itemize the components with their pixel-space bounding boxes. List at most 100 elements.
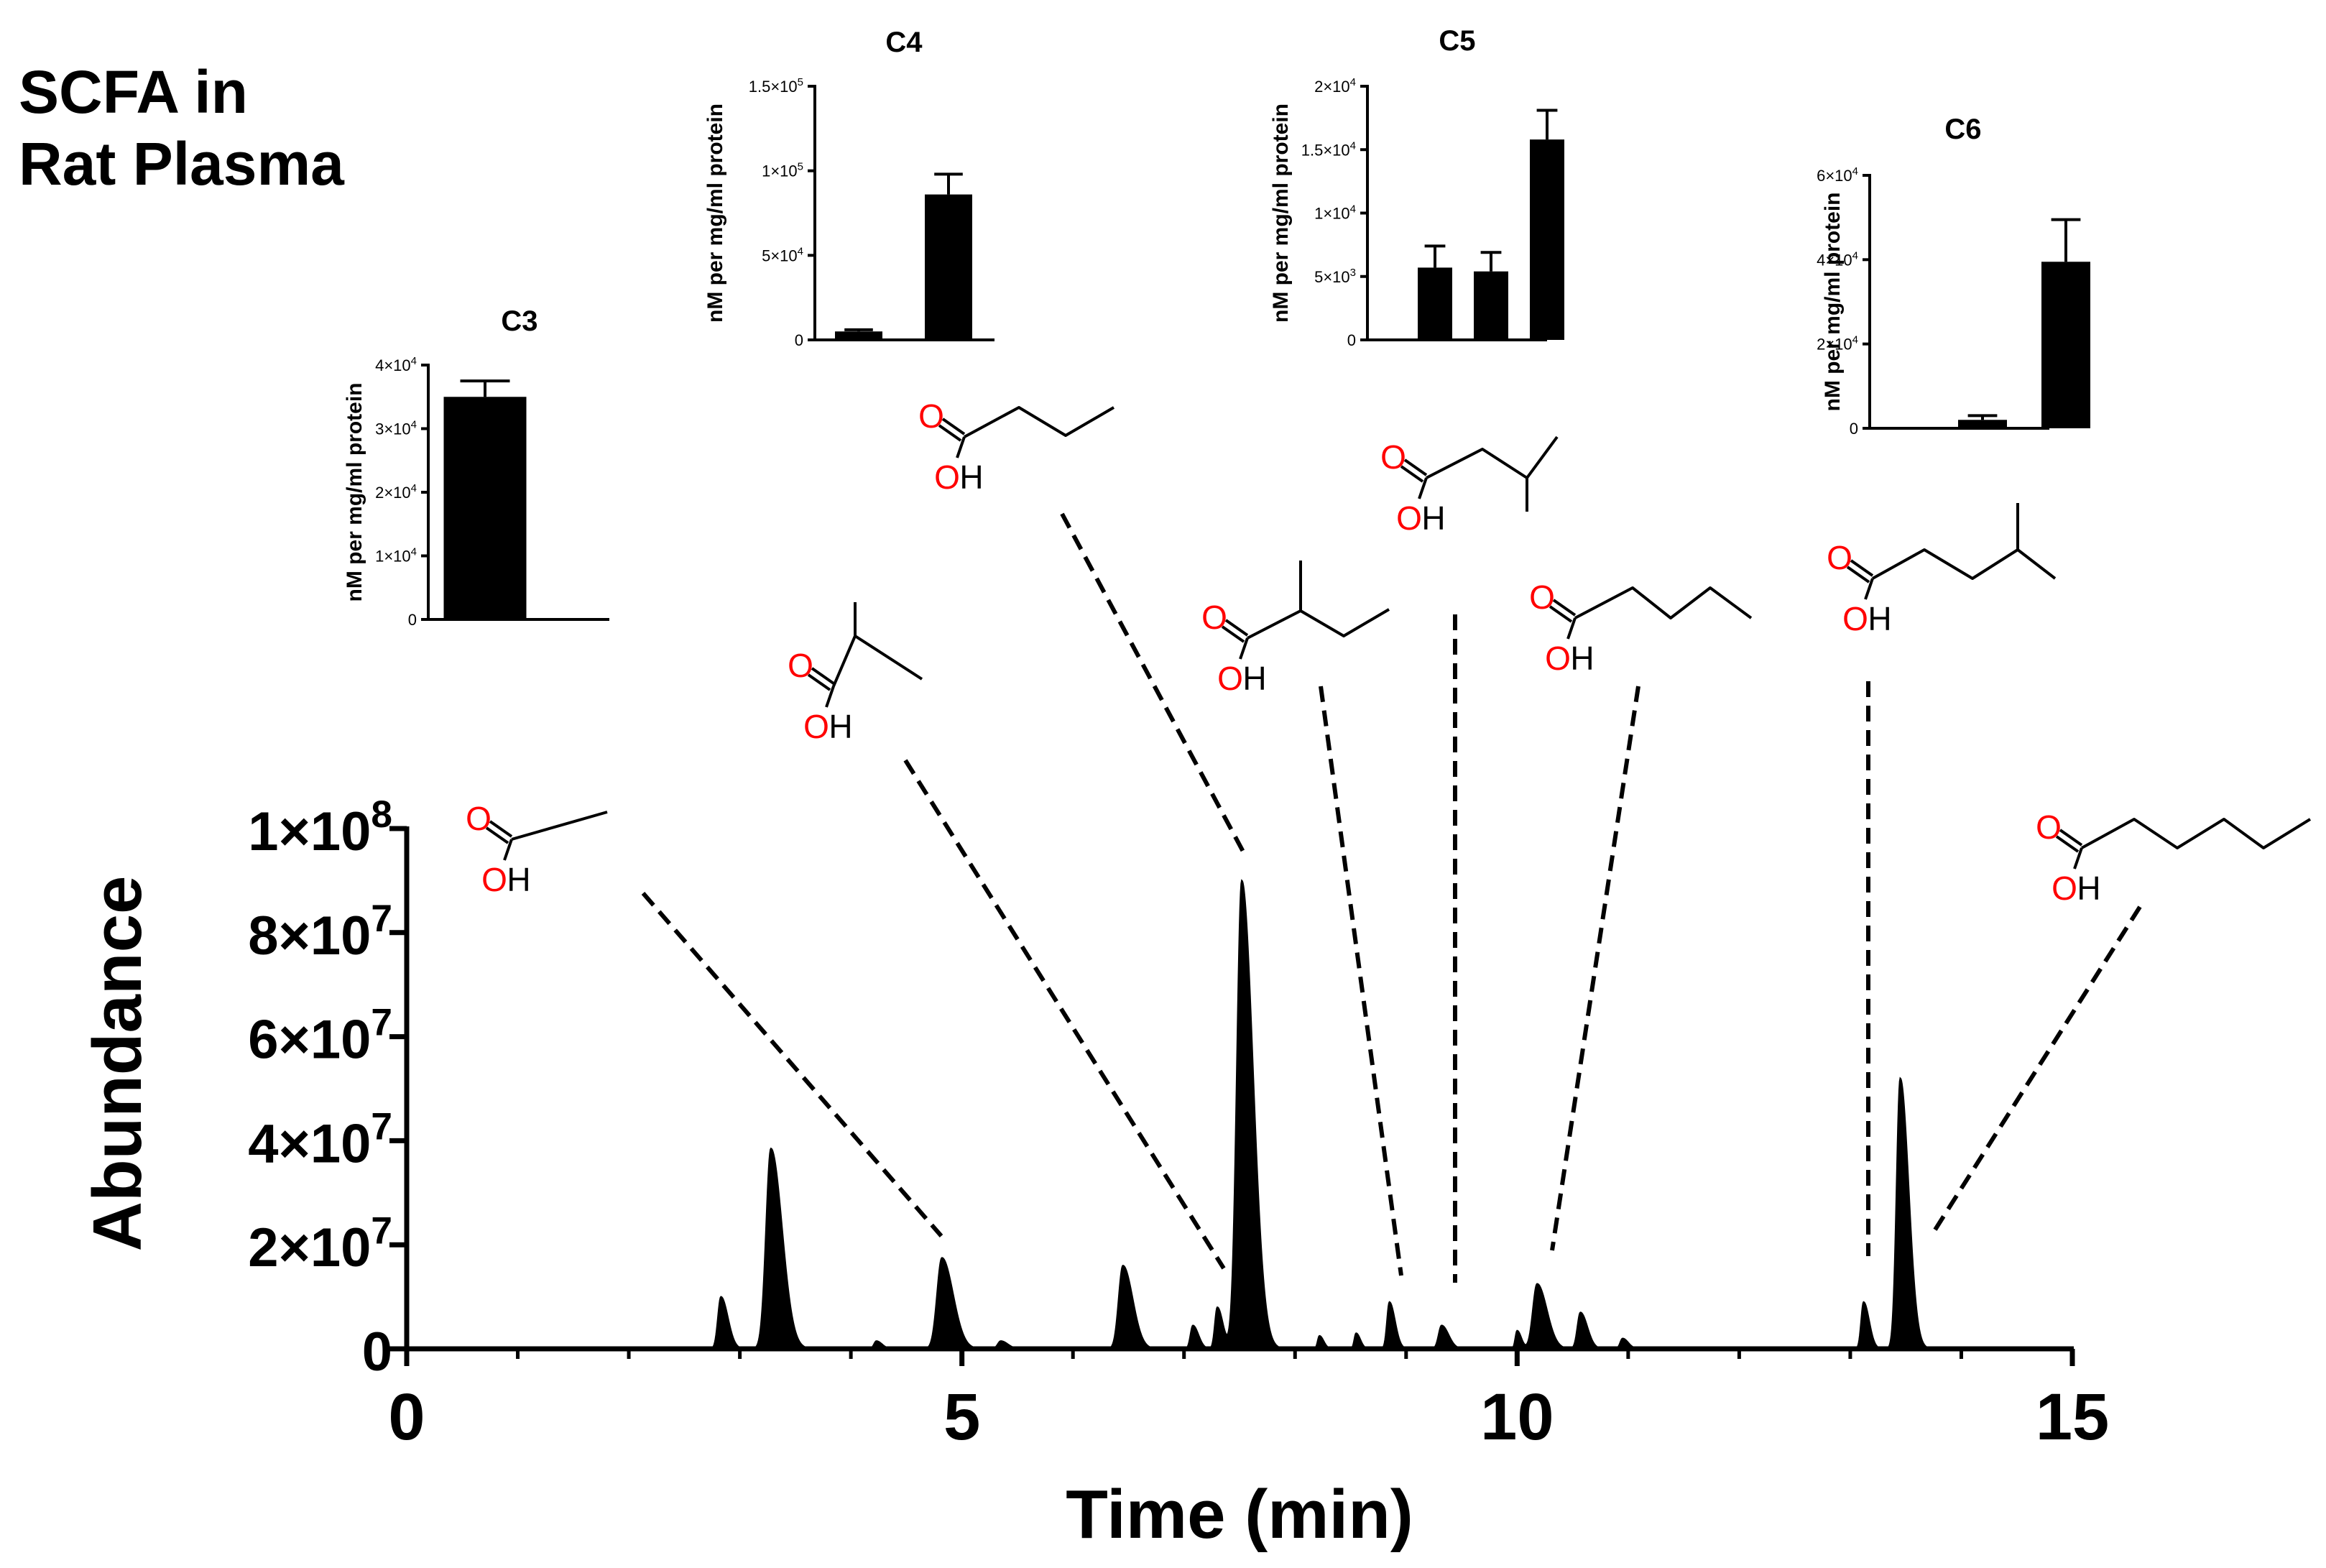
peak-connector (903, 759, 1226, 1270)
y-tick-label: 0 (1850, 420, 1858, 438)
carbon-chain (1872, 548, 2057, 580)
double-bond (1224, 619, 1249, 637)
double-bond (1400, 465, 1424, 483)
double-bond (1850, 559, 1874, 577)
y-tick-label: 1.5×105 (749, 76, 803, 96)
double-bond (941, 418, 966, 435)
hydroxyl-oxygen-label: O (481, 861, 507, 898)
hydroxyl-hydrogen-label: H (1242, 660, 1266, 697)
oxygen-label: O (1201, 599, 1227, 636)
y-tick-label: 6×107 (248, 1002, 392, 1071)
hydroxyl-oxygen-label: O (1842, 600, 1868, 637)
molecule-structure: OO H (466, 800, 608, 898)
inset-title: C4 (885, 27, 923, 58)
bond (1418, 477, 1428, 499)
oxygen-label: O (1380, 438, 1406, 476)
bond (825, 686, 835, 708)
x-tick-label: 15 (2036, 1380, 2109, 1454)
carbon-chain (1426, 435, 1559, 479)
oxygen-label: O (466, 800, 491, 837)
molecule-structure: OO H (788, 602, 923, 745)
bar (1418, 267, 1452, 340)
chromatogram-trace (407, 879, 2072, 1350)
double-bond (2055, 835, 2080, 853)
peak-connector (1319, 686, 1403, 1276)
hydroxyl-hydrogen-label: H (829, 708, 852, 745)
bar (1474, 271, 1508, 340)
y-tick-label: 2×107 (248, 1209, 392, 1278)
carbon-chain (964, 406, 1115, 438)
hydroxyl-oxygen-label: O (803, 708, 829, 745)
hydroxyl-hydrogen-label: H (1570, 640, 1594, 677)
inset-y-label: nM per mg/ml protein (1821, 192, 1845, 411)
inset-c3: 0 1×104 2×104 3×104 4×104 C3 nM per mg/ml prot… (343, 305, 609, 629)
y-tick-label: 0 (1347, 331, 1356, 349)
y-tick-label: 2×104 (1314, 76, 1356, 96)
bar (835, 331, 882, 340)
hydroxyl-hydrogen-label: H (1421, 499, 1445, 537)
carbon-chain (511, 811, 608, 841)
oxygen-label: O (2036, 808, 2062, 846)
y-tick-label: 4×107 (248, 1105, 392, 1174)
bar (2041, 262, 2090, 428)
molecule-structure: OO H (2036, 808, 2312, 907)
carbon-chain (832, 635, 923, 687)
double-bond (1221, 625, 1245, 643)
hydroxyl-hydrogen-label: H (507, 861, 530, 898)
y-tick-label: 6×104 (1817, 165, 1858, 185)
inset-title: C6 (1944, 114, 1981, 145)
double-bond (489, 820, 513, 838)
y-tick-label: 0 (795, 331, 803, 349)
bond (1864, 578, 1874, 600)
x-tick-label: 5 (943, 1380, 980, 1454)
y-tick-label: 1×104 (1314, 203, 1356, 223)
peak-connector (641, 892, 943, 1237)
molecule-structure: OO H (1380, 435, 1559, 537)
bond (956, 436, 966, 458)
inset-c4: 0 5×104 1×105 1.5×105 C4 nM per mg/ml protein (703, 27, 994, 349)
inset-y-label: nM per mg/ml protein (703, 103, 727, 323)
y-tick-label: 8×107 (248, 898, 392, 967)
oxygen-label: O (918, 397, 944, 435)
double-bond (938, 424, 962, 442)
oxygen-label: O (1529, 578, 1555, 616)
y-tick-label: 1×105 (762, 161, 803, 180)
hydroxyl-hydrogen-label: H (1868, 600, 1891, 637)
bond (1239, 637, 1249, 660)
hydroxyl-oxygen-label: O (2052, 870, 2077, 907)
y-axis-label: Abundance (79, 876, 156, 1252)
y-tick-label: 5×103 (1314, 267, 1356, 286)
chromatogram: 0 5 10 15 0 2×107 4×107 6×107 8×107 1×108 Time (mi… (79, 793, 2109, 1553)
inset-y-label: nM per mg/ml protein (1269, 103, 1293, 323)
y-tick-label: 4×104 (375, 355, 417, 374)
carbon-chain (1574, 586, 1753, 619)
molecule-structure: OO H (1529, 578, 1753, 677)
double-bond (1846, 566, 1870, 584)
molecule-structure: OO H (1827, 503, 2057, 637)
hydroxyl-hydrogen-label: H (959, 458, 983, 496)
y-tick-label: 1×108 (248, 793, 392, 862)
bond (1566, 617, 1577, 640)
molecule-structure: OO H (918, 397, 1115, 496)
molecule-structure: OO H (1201, 561, 1390, 697)
double-bond (485, 826, 509, 844)
y-tick-label: 1×104 (375, 546, 417, 566)
double-bond (1552, 599, 1577, 617)
inset-title: C3 (501, 305, 537, 337)
peak-connector (1931, 905, 2142, 1235)
hydroxyl-hydrogen-label: H (2077, 870, 2100, 907)
peak-connector (1550, 686, 1640, 1251)
y-tick-label: 3×104 (375, 419, 417, 438)
hydroxyl-oxygen-label: O (1396, 499, 1422, 537)
hydroxyl-oxygen-label: O (1217, 660, 1243, 697)
y-tick-label: 2×104 (375, 482, 417, 502)
carbon-chain (1247, 608, 1390, 640)
peak-connector (1060, 512, 1245, 853)
y-tick-label: 0 (362, 1322, 392, 1383)
y-tick-label: 0 (408, 611, 417, 629)
double-bond (1403, 458, 1428, 476)
oxygen-label: O (1827, 539, 1852, 576)
inset-c5: 0 5×103 1×104 1.5×104 2×104 C5 nM per mg/ml pr… (1269, 25, 1564, 349)
x-tick-label: 10 (1480, 1380, 1554, 1454)
double-bond (811, 667, 835, 685)
